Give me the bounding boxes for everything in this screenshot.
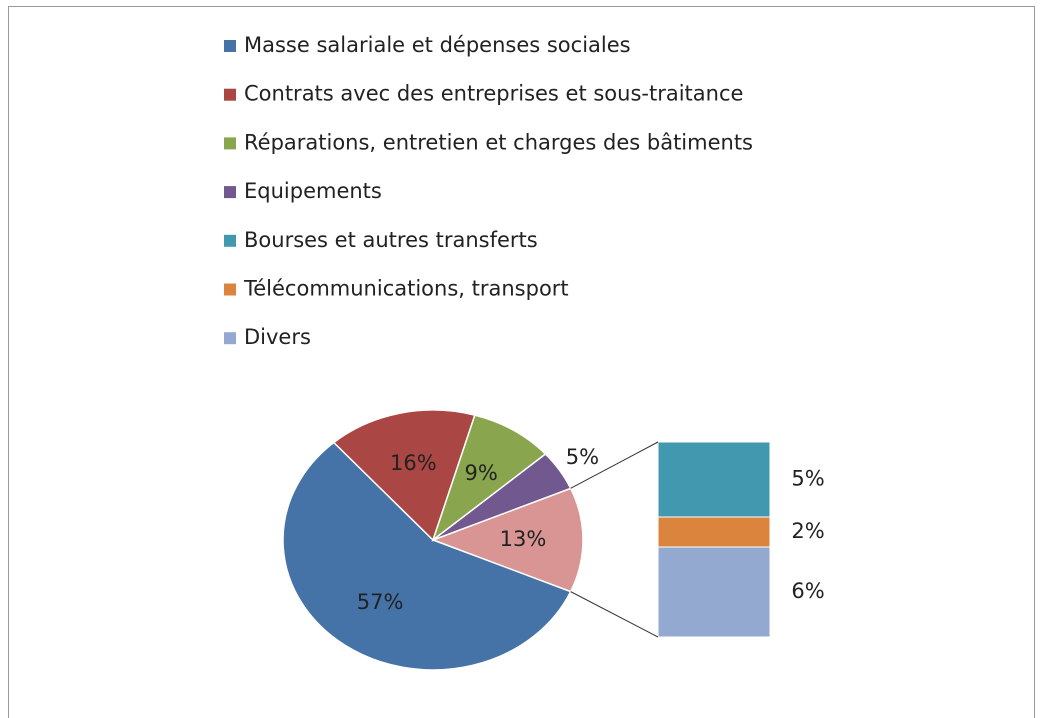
pie-slice bbox=[282, 441, 572, 671]
frame bbox=[8, 6, 1035, 718]
pie-slice bbox=[431, 414, 547, 543]
data-label: 5% bbox=[566, 445, 599, 469]
legend-swatch bbox=[224, 88, 236, 101]
legend-label: Contrats avec des entreprises et sous-tr… bbox=[244, 82, 743, 106]
pie-slice bbox=[430, 487, 584, 593]
legend-swatch bbox=[224, 283, 236, 296]
data-label: 5% bbox=[791, 467, 824, 491]
connector-line bbox=[570, 591, 659, 638]
connector-line bbox=[570, 441, 659, 489]
data-label: 57% bbox=[357, 590, 404, 614]
data-label: 9% bbox=[465, 461, 498, 485]
legend-label: Bourses et autres transferts bbox=[244, 228, 538, 252]
legend-swatch bbox=[224, 186, 236, 199]
legend-swatch bbox=[224, 137, 236, 150]
data-label: 2% bbox=[791, 519, 824, 543]
legend-label: Réparations, entretien et charges des bâ… bbox=[244, 130, 753, 154]
legend-label: Masse salariale et dépenses sociales bbox=[244, 33, 631, 57]
legend-swatch bbox=[224, 332, 236, 345]
legend-label: Divers bbox=[244, 325, 311, 349]
legend-swatch bbox=[224, 234, 236, 247]
data-label: 13% bbox=[500, 527, 547, 551]
legend-label: Equipements bbox=[244, 179, 382, 203]
data-label: 6% bbox=[791, 579, 824, 603]
pie-slice bbox=[332, 409, 476, 542]
bar-segment bbox=[657, 441, 771, 518]
bar-segment bbox=[657, 516, 771, 548]
legend-label: Télécommunications, transport bbox=[243, 277, 569, 301]
legend-swatch bbox=[224, 40, 236, 52]
bar-segment bbox=[657, 546, 771, 638]
data-label: 16% bbox=[390, 451, 437, 475]
